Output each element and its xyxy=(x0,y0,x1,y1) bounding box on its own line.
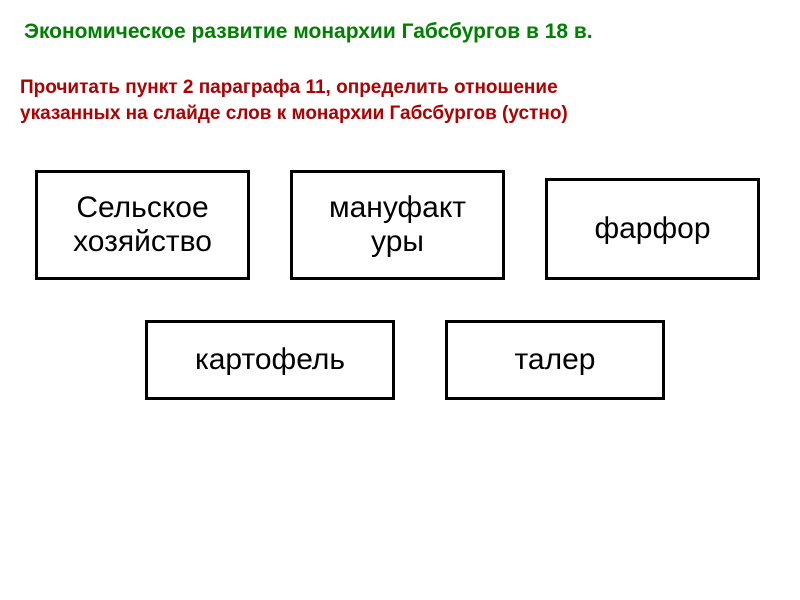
concept-box-manufactures: мануфактуры xyxy=(290,170,505,280)
concept-box-thaler: талер xyxy=(445,320,665,400)
slide: Экономическое развитие монархии Габсбург… xyxy=(0,0,800,600)
concept-box-label: фарфор xyxy=(548,212,757,247)
instruction-line-1: Прочитать пункт 2 параграфа 11, определи… xyxy=(20,77,558,98)
concept-box-label: талер xyxy=(448,343,662,378)
concept-box-agriculture: Сельскоехозяйство xyxy=(35,170,250,280)
concept-box-label: Сельскоехозяйство xyxy=(38,191,247,260)
instruction-text: Прочитать пункт 2 параграфа 11, определи… xyxy=(20,75,760,126)
concept-box-potato: картофель xyxy=(145,320,395,400)
concept-box-label: картофель xyxy=(148,343,392,378)
concept-box-porcelain: фарфор xyxy=(545,178,760,280)
instruction-line-2: указанных на слайде слов к монархии Габс… xyxy=(20,103,568,124)
concept-box-label: мануфактуры xyxy=(293,191,502,260)
slide-title: Экономическое развитие монархии Габсбург… xyxy=(24,20,764,44)
